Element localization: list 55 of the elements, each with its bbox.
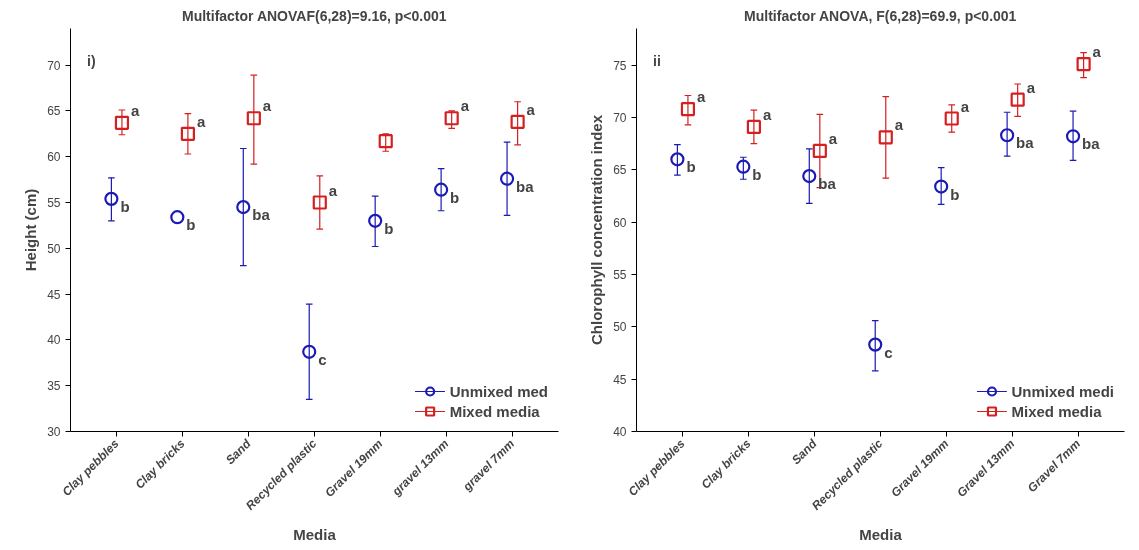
y-tick-label: 40 [613, 425, 627, 439]
annotation: b [120, 197, 130, 215]
annotation: b [384, 219, 394, 237]
annotation: b [450, 188, 460, 206]
annotation: a [894, 116, 904, 134]
annotation: ba [1016, 134, 1035, 152]
annotation: a [328, 181, 338, 199]
y-tick-label: 45 [613, 372, 627, 387]
y-tick-label: 60 [47, 150, 61, 165]
y-tick-label: 50 [613, 320, 627, 335]
annotation: ba [1082, 135, 1101, 153]
x-axis-title: Media [293, 525, 337, 543]
annotation: b [686, 158, 696, 176]
y-tick-label: 35 [47, 379, 61, 394]
legend-label: Mixed media [1011, 402, 1102, 420]
annotation: c [884, 343, 893, 361]
annotation: a [526, 100, 536, 118]
y-tick-label: 45 [47, 287, 61, 302]
y-tick-label: 55 [47, 196, 61, 211]
chart-title: Multifactor ANOVA, F(6,28)=69.9, p<0.001 [744, 7, 1017, 24]
annotation: a [696, 88, 706, 106]
annotation: ba [516, 177, 535, 195]
annotation: a [762, 105, 772, 123]
annotation: ba [252, 206, 271, 224]
annotation: a [960, 97, 970, 115]
y-tick-label: 70 [47, 58, 61, 73]
annotation: a [196, 112, 206, 130]
annotation: a [828, 129, 838, 147]
y-axis-title: Height (cm) [22, 188, 40, 272]
y-tick-label: 65 [613, 163, 627, 178]
annotation: a [130, 101, 140, 119]
annotation: a [1092, 43, 1102, 61]
chart-title: Multifactor ANOVAF(6,28)=9.16, p<0.001 [181, 7, 447, 24]
annotation: b [752, 165, 762, 183]
y-tick-label: 60 [613, 215, 627, 230]
y-axis-title: Chlorophyll concentration index [588, 114, 606, 346]
annotation: a [460, 97, 470, 115]
y-tick-label: 30 [47, 425, 61, 439]
y-tick-label: 40 [47, 333, 61, 348]
y-tick-label: 75 [613, 58, 627, 73]
y-tick-label: 50 [47, 241, 61, 256]
legend-label: Unmixed medi [1011, 382, 1114, 400]
annotation: ii [652, 52, 661, 69]
annotation: b [950, 185, 960, 203]
annotation: c [318, 350, 327, 368]
y-tick-label: 65 [47, 104, 61, 119]
annotation: a [1026, 78, 1036, 96]
y-tick-label: 70 [613, 110, 627, 125]
y-tick-label: 55 [613, 267, 627, 282]
annotation: b [186, 216, 196, 234]
annotation: a [262, 97, 272, 115]
x-axis-title: Media [859, 525, 903, 543]
legend-label: Mixed media [449, 402, 540, 420]
legend-label: Unmixed med [449, 382, 548, 400]
annotation: i) [86, 52, 96, 69]
